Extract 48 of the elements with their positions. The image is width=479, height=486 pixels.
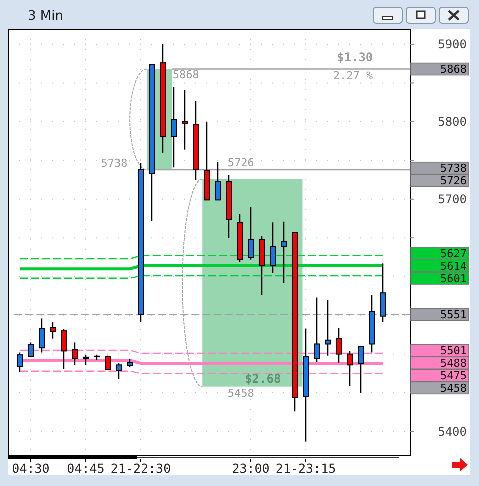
text: 5627 [440,247,467,260]
candlestick [281,221,288,284]
annotation: 5868 [172,68,200,82]
candlestick [248,206,254,260]
annotation: 5726 [228,156,254,170]
candlestick [171,86,178,168]
chart-title: 3 Min [28,9,64,24]
text: 5458 [440,382,467,396]
candlestick [61,328,67,370]
y-tick-label: 5800 [438,115,467,130]
candlestick [38,318,45,354]
x-tick-label: 21-23:15 [276,461,336,476]
ref-line-label: 5551 [440,308,467,322]
candlestick [270,222,276,274]
annotation: 2.27 % [333,69,374,82]
x-tick-label: 21-22:30 [110,461,172,476]
candlestick [116,363,122,380]
text: 5726 [440,174,467,188]
x-tick-label: 23:00 [232,461,270,476]
ref-line-label: 5868 [440,63,467,76]
candlestick [182,90,188,150]
candlestick [28,342,34,358]
annotation: 5458 [228,386,254,400]
y-tick-label: 5900 [438,38,467,52]
band-label: $2.68 [245,372,282,386]
text: 5614 [440,260,468,273]
annotation: $1.30 [337,50,374,64]
y-tick-label: 5400 [438,424,467,439]
candlestick [380,263,386,324]
candlestick [325,299,332,356]
x-tick-label: 04:45 [67,461,105,476]
candlestick [83,354,89,366]
text: 5501 [440,344,467,358]
candlestick [16,352,23,373]
candlestick [347,350,354,387]
candlestick [358,346,364,394]
y-tick-label: 5700 [438,192,467,207]
candlestick [215,162,222,201]
candlestick [336,327,342,364]
candlestick [314,297,320,363]
text: 5475 [440,370,467,383]
text: 5488 [440,357,467,370]
candlestick [50,322,56,340]
annotation: 5738 [101,156,128,170]
ref-line-label: 5738 [440,162,467,176]
x-tick-label: 04:30 [12,461,50,476]
candlestick [72,342,78,366]
text: 5601 [440,272,467,286]
